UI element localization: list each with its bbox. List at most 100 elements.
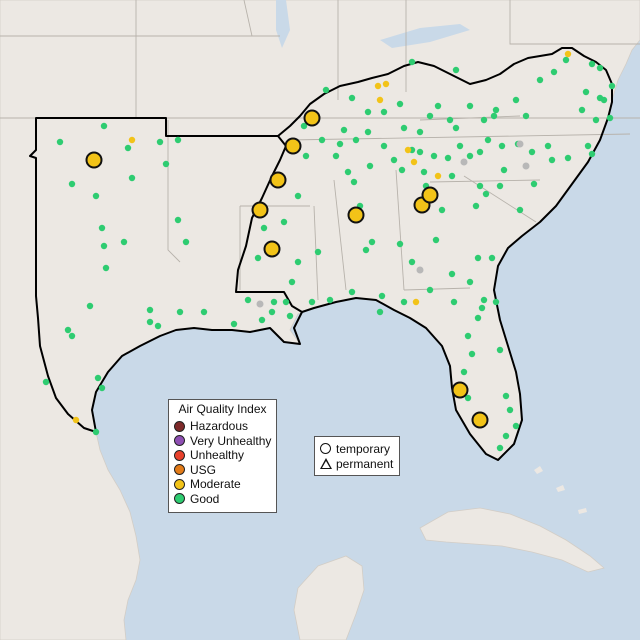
good-monitor-dot[interactable] bbox=[588, 60, 596, 68]
good-monitor-dot[interactable] bbox=[244, 296, 252, 304]
good-monitor-dot[interactable] bbox=[268, 308, 276, 316]
nodata-monitor-dot[interactable] bbox=[460, 158, 468, 166]
good-monitor-dot[interactable] bbox=[476, 148, 484, 156]
good-monitor-dot[interactable] bbox=[592, 116, 600, 124]
good-monitor-dot[interactable] bbox=[474, 254, 482, 262]
good-monitor-dot[interactable] bbox=[480, 296, 488, 304]
good-monitor-dot[interactable] bbox=[162, 160, 170, 168]
moderate-monitor-dot[interactable] bbox=[128, 136, 136, 144]
good-monitor-dot[interactable] bbox=[420, 168, 428, 176]
nodata-monitor-dot[interactable] bbox=[256, 300, 264, 308]
good-monitor-dot[interactable] bbox=[288, 278, 296, 286]
good-monitor-dot[interactable] bbox=[92, 192, 100, 200]
good-monitor-dot[interactable] bbox=[606, 114, 614, 122]
good-monitor-dot[interactable] bbox=[308, 298, 316, 306]
good-monitor-dot[interactable] bbox=[286, 312, 294, 320]
good-monitor-dot[interactable] bbox=[86, 302, 94, 310]
good-monitor-dot[interactable] bbox=[496, 346, 504, 354]
good-monitor-dot[interactable] bbox=[380, 108, 388, 116]
good-monitor-dot[interactable] bbox=[434, 102, 442, 110]
good-monitor-dot[interactable] bbox=[482, 190, 490, 198]
good-monitor-dot[interactable] bbox=[120, 238, 128, 246]
good-monitor-dot[interactable] bbox=[408, 58, 416, 66]
good-monitor-dot[interactable] bbox=[430, 152, 438, 160]
good-monitor-dot[interactable] bbox=[516, 206, 524, 214]
moderate-temporary-monitor[interactable] bbox=[251, 201, 269, 219]
good-monitor-dot[interactable] bbox=[64, 326, 72, 334]
good-monitor-dot[interactable] bbox=[98, 224, 106, 232]
good-monitor-dot[interactable] bbox=[94, 374, 102, 382]
good-monitor-dot[interactable] bbox=[466, 102, 474, 110]
good-monitor-dot[interactable] bbox=[102, 264, 110, 272]
good-monitor-dot[interactable] bbox=[512, 96, 520, 104]
moderate-monitor-dot[interactable] bbox=[382, 80, 390, 88]
good-monitor-dot[interactable] bbox=[596, 64, 604, 72]
moderate-temporary-monitor[interactable] bbox=[85, 151, 103, 169]
good-monitor-dot[interactable] bbox=[426, 112, 434, 120]
moderate-monitor-dot[interactable] bbox=[564, 50, 572, 58]
good-monitor-dot[interactable] bbox=[608, 82, 616, 90]
good-monitor-dot[interactable] bbox=[174, 136, 182, 144]
good-monitor-dot[interactable] bbox=[254, 254, 262, 262]
good-monitor-dot[interactable] bbox=[390, 156, 398, 164]
moderate-temporary-monitor[interactable] bbox=[303, 109, 321, 127]
good-monitor-dot[interactable] bbox=[146, 318, 154, 326]
good-monitor-dot[interactable] bbox=[468, 350, 476, 358]
good-monitor-dot[interactable] bbox=[364, 108, 372, 116]
moderate-monitor-dot[interactable] bbox=[72, 416, 80, 424]
good-monitor-dot[interactable] bbox=[146, 306, 154, 314]
good-monitor-dot[interactable] bbox=[100, 242, 108, 250]
good-monitor-dot[interactable] bbox=[500, 166, 508, 174]
good-monitor-dot[interactable] bbox=[260, 224, 268, 232]
good-monitor-dot[interactable] bbox=[536, 76, 544, 84]
good-monitor-dot[interactable] bbox=[564, 154, 572, 162]
moderate-monitor-dot[interactable] bbox=[376, 96, 384, 104]
good-monitor-dot[interactable] bbox=[128, 174, 136, 182]
good-monitor-dot[interactable] bbox=[584, 142, 592, 150]
good-monitor-dot[interactable] bbox=[474, 314, 482, 322]
good-monitor-dot[interactable] bbox=[450, 298, 458, 306]
good-monitor-dot[interactable] bbox=[426, 286, 434, 294]
moderate-monitor-dot[interactable] bbox=[410, 158, 418, 166]
good-monitor-dot[interactable] bbox=[182, 238, 190, 246]
nodata-monitor-dot[interactable] bbox=[516, 140, 524, 148]
good-monitor-dot[interactable] bbox=[350, 178, 358, 186]
good-monitor-dot[interactable] bbox=[588, 150, 596, 158]
good-monitor-dot[interactable] bbox=[326, 296, 334, 304]
good-monitor-dot[interactable] bbox=[176, 308, 184, 316]
good-monitor-dot[interactable] bbox=[578, 106, 586, 114]
good-monitor-dot[interactable] bbox=[56, 138, 64, 146]
good-monitor-dot[interactable] bbox=[446, 116, 454, 124]
good-monitor-dot[interactable] bbox=[362, 246, 370, 254]
good-monitor-dot[interactable] bbox=[432, 236, 440, 244]
good-monitor-dot[interactable] bbox=[322, 86, 330, 94]
good-monitor-dot[interactable] bbox=[448, 172, 456, 180]
good-monitor-dot[interactable] bbox=[496, 182, 504, 190]
good-monitor-dot[interactable] bbox=[124, 144, 132, 152]
good-monitor-dot[interactable] bbox=[530, 180, 538, 188]
good-monitor-dot[interactable] bbox=[448, 270, 456, 278]
good-monitor-dot[interactable] bbox=[460, 368, 468, 376]
good-monitor-dot[interactable] bbox=[498, 142, 506, 150]
nodata-monitor-dot[interactable] bbox=[522, 162, 530, 170]
good-monitor-dot[interactable] bbox=[438, 206, 446, 214]
good-monitor-dot[interactable] bbox=[528, 148, 536, 156]
good-monitor-dot[interactable] bbox=[492, 298, 500, 306]
moderate-temporary-monitor[interactable] bbox=[263, 240, 281, 258]
moderate-temporary-monitor[interactable] bbox=[471, 411, 489, 429]
good-monitor-dot[interactable] bbox=[548, 156, 556, 164]
good-monitor-dot[interactable] bbox=[408, 258, 416, 266]
good-monitor-dot[interactable] bbox=[376, 308, 384, 316]
good-monitor-dot[interactable] bbox=[400, 124, 408, 132]
good-monitor-dot[interactable] bbox=[100, 122, 108, 130]
good-monitor-dot[interactable] bbox=[68, 332, 76, 340]
good-monitor-dot[interactable] bbox=[490, 112, 498, 120]
good-monitor-dot[interactable] bbox=[400, 298, 408, 306]
good-monitor-dot[interactable] bbox=[302, 152, 310, 160]
good-monitor-dot[interactable] bbox=[466, 278, 474, 286]
good-monitor-dot[interactable] bbox=[348, 288, 356, 296]
good-monitor-dot[interactable] bbox=[314, 248, 322, 256]
good-monitor-dot[interactable] bbox=[496, 444, 504, 452]
moderate-monitor-dot[interactable] bbox=[412, 298, 420, 306]
good-monitor-dot[interactable] bbox=[550, 68, 558, 76]
